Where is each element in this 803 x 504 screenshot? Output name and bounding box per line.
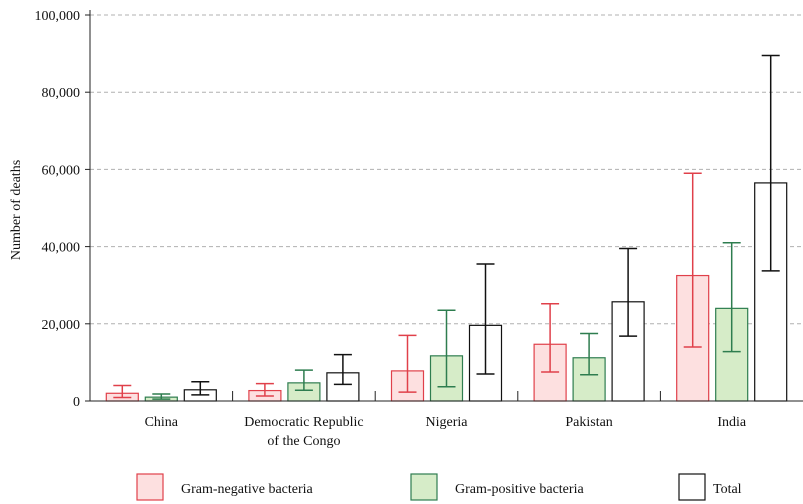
error-bar <box>333 353 352 386</box>
legend-label: Total <box>713 482 742 497</box>
legend-swatch <box>136 473 164 501</box>
error-bar <box>541 302 560 373</box>
category-label: China <box>145 415 179 430</box>
error-bar <box>191 380 210 396</box>
error-bar <box>398 334 417 393</box>
bars-layer <box>105 54 788 402</box>
error-bar <box>683 172 702 348</box>
y-tick-label: 60,000 <box>42 163 81 178</box>
category-label: India <box>717 415 747 430</box>
y-tick-labels: 0 20,000 40,000 60,000 80,000 100,000 <box>35 9 81 410</box>
error-bar <box>113 384 132 399</box>
y-axis-title: Number of deaths <box>9 160 24 260</box>
category-labels: China Democratic Republic of the Congo Nige… <box>145 415 747 449</box>
legend: Gram-negative bacteria Gram-positive bact… <box>136 473 742 501</box>
y-tick-label: 20,000 <box>42 318 81 333</box>
legend-swatch <box>410 473 438 501</box>
error-bar <box>722 241 741 353</box>
error-bar <box>437 309 456 388</box>
error-bar <box>255 382 274 397</box>
category-label: Pakistan <box>565 415 612 430</box>
y-tick-label: 80,000 <box>42 86 81 101</box>
error-bar <box>476 263 495 375</box>
y-tick-label: 100,000 <box>35 9 81 24</box>
category-label: of the Congo <box>267 434 340 449</box>
legend-label: Gram-negative bacteria <box>181 482 314 497</box>
error-bar <box>294 369 313 391</box>
legend-label: Gram-positive bacteria <box>455 482 584 497</box>
y-tick-label: 0 <box>73 395 80 410</box>
category-label: Nigeria <box>426 415 469 430</box>
error-bar <box>580 332 599 376</box>
y-tick-label: 40,000 <box>42 241 81 256</box>
category-label: Democratic Republic <box>244 415 363 430</box>
error-bar <box>619 247 638 337</box>
error-bar <box>761 54 780 272</box>
legend-swatch <box>678 473 706 501</box>
error-bar <box>152 393 171 400</box>
axes-layer <box>85 10 803 402</box>
